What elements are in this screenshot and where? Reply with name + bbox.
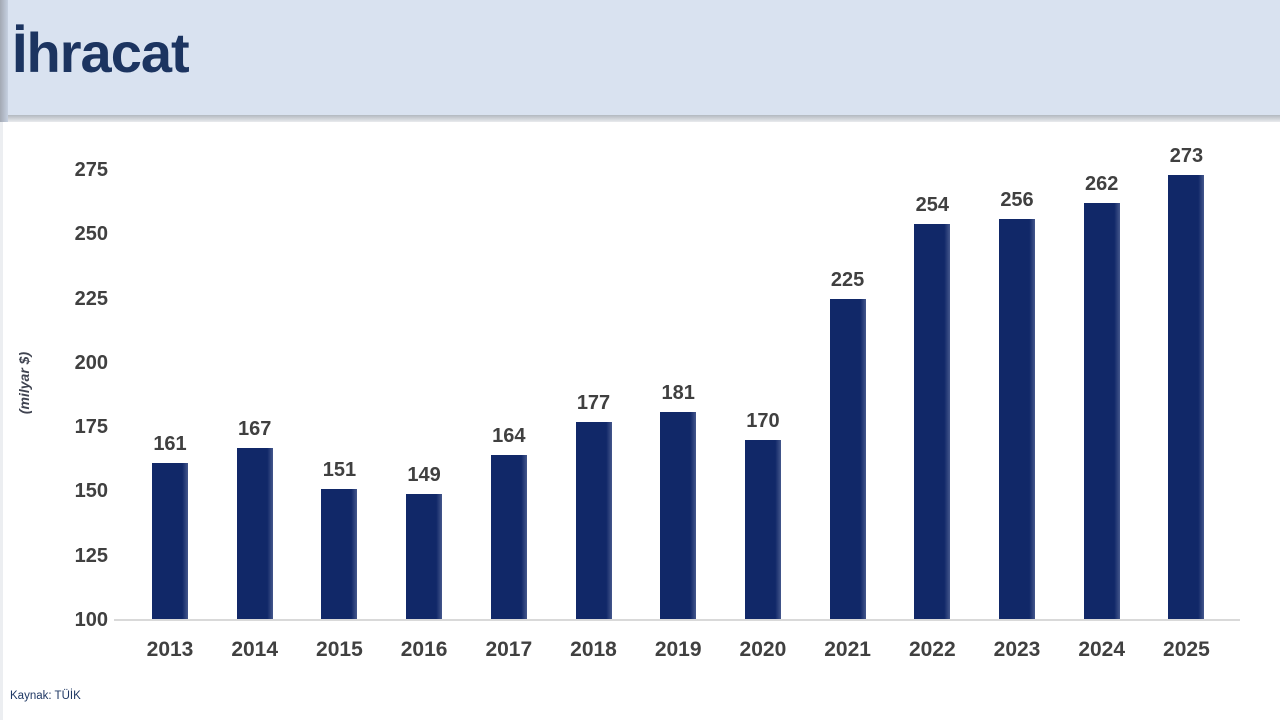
y-axis-tick-label: 150 <box>74 480 108 503</box>
x-axis-tick-label: 2017 <box>485 638 533 661</box>
x-axis-tick-label: 2022 <box>908 638 956 661</box>
bar-2019 <box>660 411 697 619</box>
bar-value-label: 167 <box>238 417 272 440</box>
bar-2022 <box>914 223 951 619</box>
bar-value-label: 170 <box>746 409 780 432</box>
bar-2023 <box>999 218 1035 619</box>
x-axis-tick-label: 2021 <box>824 638 871 661</box>
x-axis-tick-label: 2019 <box>654 638 702 661</box>
bar-2018 <box>575 421 612 619</box>
bar-2014 <box>236 447 273 619</box>
x-axis-line <box>114 619 1240 621</box>
x-axis-tick-label: 2014 <box>231 638 279 661</box>
bar-value-label: 181 <box>661 381 695 404</box>
bar-2015 <box>321 488 358 619</box>
x-axis-tick-label: 2024 <box>1078 638 1126 661</box>
bar-value-label: 225 <box>830 268 865 291</box>
y-axis-tick-label: 225 <box>74 287 108 310</box>
bar-value-label: 177 <box>576 391 611 414</box>
source-note: Kaynak: TÜİK <box>10 690 81 702</box>
y-axis-tick-label: 275 <box>74 158 108 181</box>
bar-2020 <box>744 439 781 619</box>
x-axis-tick-label: 2018 <box>570 638 617 661</box>
bar-value-label: 262 <box>1085 173 1119 196</box>
x-axis-tick-label: 2025 <box>1163 638 1210 661</box>
y-axis-tick-label: 125 <box>74 544 108 567</box>
bar-2024 <box>1083 203 1120 619</box>
bar-value-label: 254 <box>915 193 949 216</box>
bar-value-label: 161 <box>153 433 187 456</box>
y-axis-tick-label: 200 <box>74 351 108 374</box>
bar-value-label: 273 <box>1169 145 1204 168</box>
x-axis-tick-label: 2023 <box>993 638 1041 661</box>
x-axis-tick-label: 2016 <box>400 638 448 661</box>
bar-value-label: 149 <box>407 463 441 486</box>
bar-2013 <box>152 463 188 619</box>
x-axis-tick-label: 2015 <box>316 638 363 661</box>
x-axis-tick-label: 2013 <box>146 638 194 661</box>
bar-2021 <box>829 298 866 619</box>
header-shadow <box>0 115 1280 122</box>
bar-value-label: 164 <box>492 425 526 448</box>
bar-2016 <box>406 493 443 619</box>
page-title: İhracat <box>12 21 190 84</box>
bar-2025 <box>1168 175 1205 619</box>
bar-value-label: 151 <box>322 458 357 481</box>
left-edge-line <box>0 122 3 720</box>
x-axis-tick-label: 2020 <box>739 638 787 661</box>
bar-2017 <box>490 455 527 619</box>
y-axis-tick-label: 175 <box>74 416 108 439</box>
y-axis-tick-label: 100 <box>74 609 108 631</box>
bar-value-label: 256 <box>1000 188 1034 211</box>
left-edge-strip <box>0 0 8 122</box>
y-axis-label: (milyar $) <box>16 351 32 415</box>
page-header: İhracat <box>0 0 1280 115</box>
y-axis-tick-label: 250 <box>74 223 108 246</box>
